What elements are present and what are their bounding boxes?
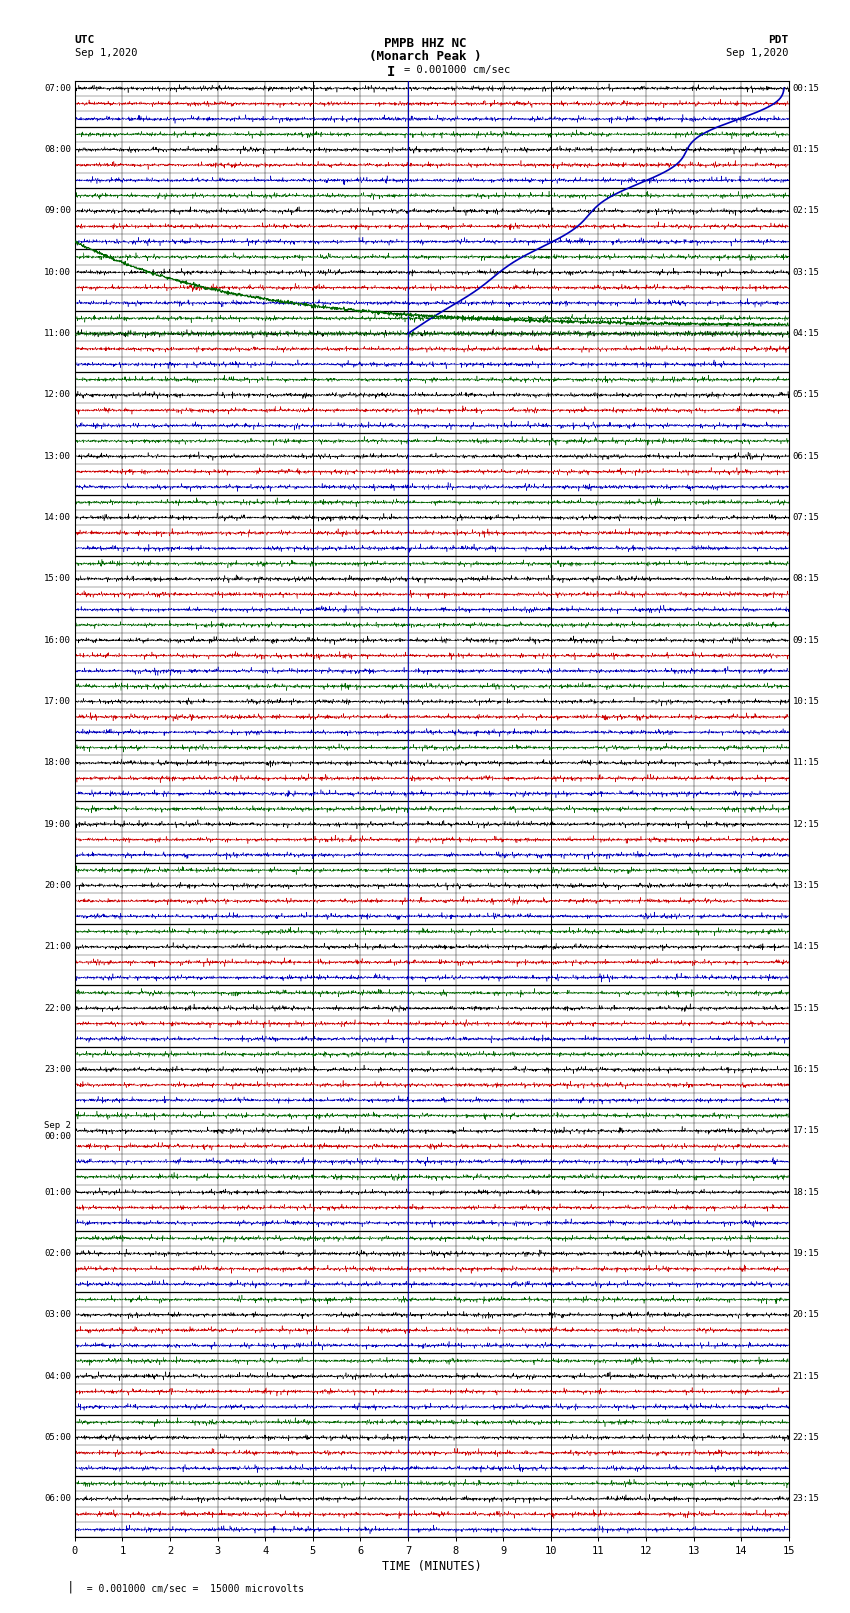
Text: Sep 1,2020: Sep 1,2020 [726,48,789,58]
Text: 01:15: 01:15 [792,145,819,155]
Text: 19:00: 19:00 [44,819,71,829]
Text: 09:15: 09:15 [792,636,819,645]
Text: 23:00: 23:00 [44,1065,71,1074]
Text: 13:15: 13:15 [792,881,819,890]
Text: 20:15: 20:15 [792,1310,819,1319]
Text: 16:00: 16:00 [44,636,71,645]
Text: 16:15: 16:15 [792,1065,819,1074]
Text: 05:15: 05:15 [792,390,819,400]
Text: 03:15: 03:15 [792,268,819,277]
Text: 03:00: 03:00 [44,1310,71,1319]
Text: 14:15: 14:15 [792,942,819,952]
Text: 08:00: 08:00 [44,145,71,155]
X-axis label: TIME (MINUTES): TIME (MINUTES) [382,1560,482,1573]
Text: UTC: UTC [75,35,95,45]
Text: 18:15: 18:15 [792,1187,819,1197]
Text: 10:15: 10:15 [792,697,819,706]
Text: 12:00: 12:00 [44,390,71,400]
Text: 11:00: 11:00 [44,329,71,339]
Text: 10:00: 10:00 [44,268,71,277]
Text: 07:00: 07:00 [44,84,71,94]
Text: PDT: PDT [768,35,789,45]
Text: 09:00: 09:00 [44,206,71,216]
Text: 23:15: 23:15 [792,1494,819,1503]
Text: 04:00: 04:00 [44,1371,71,1381]
Text: 05:00: 05:00 [44,1432,71,1442]
Text: 02:00: 02:00 [44,1248,71,1258]
Text: 15:00: 15:00 [44,574,71,584]
Text: I: I [387,65,395,79]
Text: (Monarch Peak ): (Monarch Peak ) [369,50,481,63]
Text: 19:15: 19:15 [792,1248,819,1258]
Text: 06:15: 06:15 [792,452,819,461]
Text: |: | [66,1581,74,1594]
Text: 18:00: 18:00 [44,758,71,768]
Text: 17:15: 17:15 [792,1126,819,1136]
Text: 08:15: 08:15 [792,574,819,584]
Text: 06:00: 06:00 [44,1494,71,1503]
Text: 07:15: 07:15 [792,513,819,523]
Text: 17:00: 17:00 [44,697,71,706]
Text: 14:00: 14:00 [44,513,71,523]
Text: = 0.001000 cm/sec: = 0.001000 cm/sec [404,65,510,74]
Text: Sep 2
00:00: Sep 2 00:00 [44,1121,71,1140]
Text: 21:00: 21:00 [44,942,71,952]
Text: 22:00: 22:00 [44,1003,71,1013]
Text: 12:15: 12:15 [792,819,819,829]
Text: 13:00: 13:00 [44,452,71,461]
Text: 04:15: 04:15 [792,329,819,339]
Text: 00:15: 00:15 [792,84,819,94]
Text: 20:00: 20:00 [44,881,71,890]
Text: 15:15: 15:15 [792,1003,819,1013]
Text: 02:15: 02:15 [792,206,819,216]
Text: 01:00: 01:00 [44,1187,71,1197]
Text: Sep 1,2020: Sep 1,2020 [75,48,138,58]
Text: 21:15: 21:15 [792,1371,819,1381]
Text: 11:15: 11:15 [792,758,819,768]
Text: 22:15: 22:15 [792,1432,819,1442]
Text: PMPB HHZ NC: PMPB HHZ NC [383,37,467,50]
Text: = 0.001000 cm/sec =  15000 microvolts: = 0.001000 cm/sec = 15000 microvolts [75,1584,304,1594]
